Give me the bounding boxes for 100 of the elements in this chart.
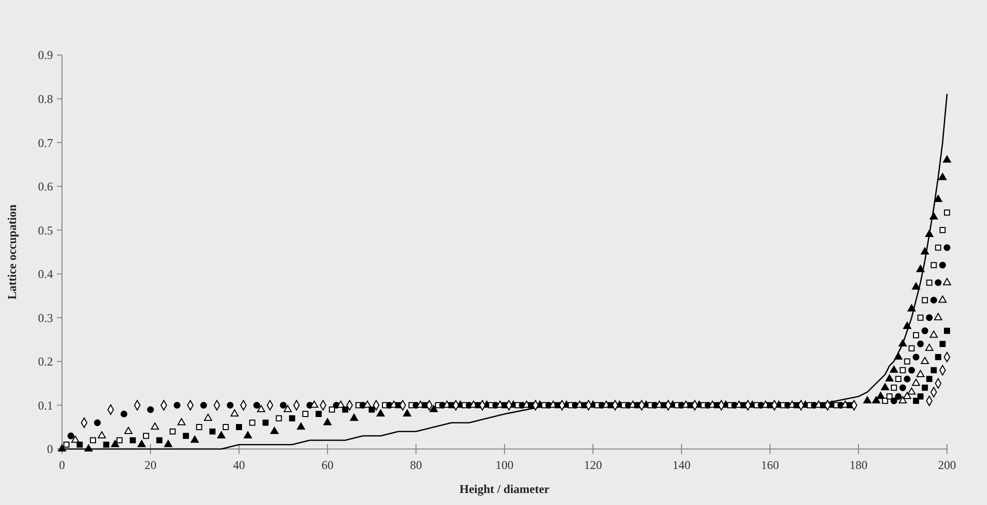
point	[930, 330, 938, 338]
point	[103, 442, 110, 448]
y-tick-label: 0.6	[38, 180, 53, 194]
point	[904, 376, 911, 382]
point	[130, 437, 136, 444]
point	[935, 354, 942, 360]
point	[876, 392, 885, 400]
point	[912, 332, 920, 338]
point	[350, 414, 358, 421]
point	[934, 313, 942, 320]
point	[895, 376, 902, 382]
point	[938, 296, 947, 303]
point	[894, 352, 902, 360]
point	[890, 384, 897, 391]
point	[916, 264, 925, 272]
point	[270, 426, 278, 434]
point	[942, 278, 952, 286]
point	[230, 409, 239, 417]
point	[912, 398, 920, 404]
point	[226, 402, 234, 409]
point	[917, 314, 924, 321]
point	[257, 404, 266, 412]
point	[898, 396, 907, 404]
point	[903, 392, 912, 400]
point	[150, 422, 159, 430]
point	[76, 442, 83, 448]
point	[930, 296, 938, 304]
point	[403, 409, 412, 417]
point	[944, 328, 950, 334]
x-tick-label: 120	[584, 458, 602, 472]
point	[63, 442, 70, 448]
point	[939, 262, 946, 269]
y-tick-label: 0.5	[38, 223, 53, 238]
point	[944, 244, 950, 251]
point	[316, 410, 322, 418]
point	[922, 384, 928, 391]
point	[244, 431, 252, 438]
point	[253, 402, 260, 409]
point	[925, 344, 934, 351]
point	[894, 393, 902, 400]
point	[908, 345, 915, 352]
x-axis-title: Height / diameter	[460, 482, 550, 496]
point	[376, 409, 385, 417]
point	[942, 155, 952, 163]
point	[289, 415, 296, 422]
point	[84, 444, 93, 452]
x-tick-label: 80	[410, 458, 422, 472]
point	[917, 340, 924, 348]
point	[71, 436, 80, 443]
x-tick-label: 180	[850, 458, 868, 472]
point	[190, 436, 199, 443]
point	[912, 378, 920, 386]
point	[276, 415, 282, 422]
point	[882, 398, 888, 404]
point	[111, 440, 120, 448]
point	[886, 393, 893, 400]
point	[898, 339, 907, 346]
point	[174, 402, 180, 409]
point	[926, 376, 932, 382]
point	[124, 426, 132, 434]
point	[940, 227, 946, 234]
point	[820, 402, 826, 408]
y-tick-label: 0.7	[38, 136, 53, 150]
point	[98, 431, 106, 438]
y-tick-label: 0.4	[38, 267, 53, 282]
point	[938, 172, 947, 180]
point	[156, 437, 162, 444]
x-tick-label: 160	[761, 458, 779, 472]
point	[917, 393, 924, 400]
point	[182, 432, 189, 439]
y-tick-label: 0.8	[38, 92, 53, 106]
point	[249, 420, 256, 426]
point	[944, 210, 950, 216]
point	[177, 418, 186, 426]
x-tick-label: 60	[322, 458, 334, 472]
point	[67, 432, 74, 440]
point	[920, 247, 929, 255]
point	[200, 402, 207, 409]
point	[170, 428, 176, 435]
y-axis-title: Lattice occupation	[5, 204, 19, 300]
point	[138, 440, 146, 448]
point	[430, 404, 438, 412]
point	[930, 212, 938, 220]
point	[147, 406, 154, 413]
point	[940, 340, 946, 347]
y-tick-label: 0.9	[38, 48, 53, 62]
point	[904, 358, 910, 364]
point	[116, 437, 123, 444]
point	[885, 374, 894, 382]
point	[120, 410, 128, 418]
point	[930, 262, 937, 268]
point	[554, 402, 561, 408]
x-tick-label: 40	[233, 458, 245, 472]
point	[908, 304, 916, 312]
y-tick-label: 0.1	[38, 398, 53, 412]
point	[912, 354, 920, 360]
point	[94, 419, 101, 426]
point	[925, 230, 934, 238]
point	[204, 414, 212, 421]
point	[934, 279, 942, 286]
